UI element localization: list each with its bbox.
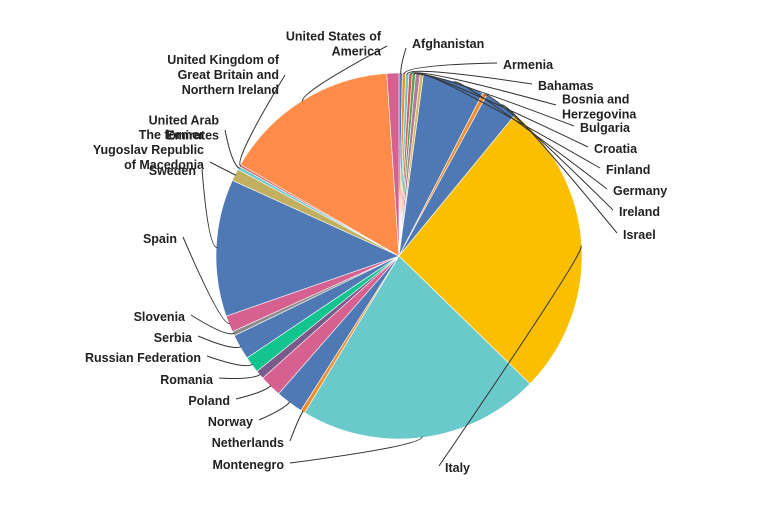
slice-label-line: Great Britain and xyxy=(178,68,279,82)
leader-line xyxy=(500,104,618,234)
slice-label: Poland xyxy=(188,394,230,408)
slice-label: Ireland xyxy=(619,205,660,219)
slices-group xyxy=(215,72,583,440)
pie-slice xyxy=(386,72,400,257)
leader-line xyxy=(438,245,582,467)
leader-line xyxy=(190,314,235,335)
slice-label: Bahamas xyxy=(538,79,594,93)
leader-line xyxy=(197,335,242,349)
slice-label: United Kingdom of Great Britain and Northe… xyxy=(167,53,280,97)
leader-line xyxy=(417,73,589,148)
slice-label: Norway xyxy=(208,415,253,429)
slice-label-line: Bahamas xyxy=(538,79,594,93)
slice-label-line: Ireland xyxy=(619,205,660,219)
slice-label: Serbia xyxy=(154,331,193,345)
leader-line xyxy=(302,45,388,102)
slice-label: Spain xyxy=(143,232,177,246)
slice-label-line: Israel xyxy=(623,228,656,242)
leader-line xyxy=(406,70,533,85)
slice-label-line: Northern Ireland xyxy=(182,83,279,97)
slice-label: Romania xyxy=(160,373,214,387)
slice-label: Italy xyxy=(445,461,470,475)
leader-line xyxy=(413,72,575,127)
slice-label-line: Afghanistan xyxy=(412,37,484,51)
slice-label-line: Serbia xyxy=(154,331,193,345)
leader-lines-group xyxy=(182,45,618,467)
leader-line xyxy=(235,385,272,400)
slice-label-line: Spain xyxy=(143,232,177,246)
slice-label-line: United Arab xyxy=(149,114,220,128)
slice-label-line: The former xyxy=(139,128,204,142)
slice-label: Russian Federation xyxy=(85,351,201,365)
leader-line xyxy=(453,81,608,190)
slice-label-line: Italy xyxy=(445,461,470,475)
slice-label: Croatia xyxy=(594,142,638,156)
leader-line xyxy=(201,168,218,249)
slice-label-line: Emirates xyxy=(166,129,219,143)
slice-label: Slovenia xyxy=(134,310,186,324)
slice-label-line: Bulgaria xyxy=(580,121,631,135)
slice-label: United States of America xyxy=(286,30,382,59)
leader-line xyxy=(209,161,237,176)
leader-line xyxy=(182,236,231,325)
slice-label: Germany xyxy=(613,184,667,198)
leader-line xyxy=(289,410,304,442)
leader-line xyxy=(218,373,261,380)
slice-label-line: Croatia xyxy=(594,142,638,156)
leader-line xyxy=(410,72,557,106)
slice-label: Israel xyxy=(623,228,656,242)
slice-label: Armenia xyxy=(503,58,554,72)
leader-line xyxy=(483,94,614,211)
slice-label: Montenegro xyxy=(212,458,284,472)
slice-label-line: Montenegro xyxy=(212,458,284,472)
slice-label-line: United States of xyxy=(286,30,382,44)
slice-label-line: Russian Federation xyxy=(85,351,201,365)
slice-label: The former Yugoslav Republic of Macedonia xyxy=(93,128,205,172)
slice-label-line: Norway xyxy=(208,415,253,429)
slice-label: Finland xyxy=(606,163,650,177)
slice-label: Netherlands xyxy=(212,436,284,450)
slice-label-line: Sweden xyxy=(149,164,196,178)
leader-line xyxy=(403,62,498,75)
slice-label-line: Poland xyxy=(188,394,230,408)
leader-line xyxy=(258,401,291,421)
slice-label-line: Bosnia and xyxy=(562,93,629,107)
slice-label-line: Armenia xyxy=(503,58,554,72)
slice-label-line: Romania xyxy=(160,373,214,387)
slice-label-line: Yugoslav Republic xyxy=(93,143,204,157)
leader-line xyxy=(421,74,601,169)
slice-label: Afghanistan xyxy=(412,37,484,51)
slice-label-line: Germany xyxy=(613,184,667,198)
leader-line xyxy=(239,74,286,167)
leader-line xyxy=(289,436,423,464)
slice-label-line: Finland xyxy=(606,163,650,177)
slice-label-line: Netherlands xyxy=(212,436,284,450)
leader-line xyxy=(400,47,407,75)
slice-label: United Arab Emirates xyxy=(149,114,220,143)
leader-line xyxy=(224,129,240,169)
slice-label-line: America xyxy=(332,45,382,59)
slice-label: Bosnia and Herzegovina xyxy=(562,93,637,122)
slice-label: Sweden xyxy=(149,164,196,178)
leader-line xyxy=(206,355,253,367)
slice-label-line: Herzegovina xyxy=(562,108,637,122)
slice-label-line: of Macedonia xyxy=(124,158,205,172)
slice-label-line: United Kingdom of xyxy=(167,53,280,67)
slice-label: Bulgaria xyxy=(580,121,631,135)
slice-label-line: Slovenia xyxy=(134,310,186,324)
